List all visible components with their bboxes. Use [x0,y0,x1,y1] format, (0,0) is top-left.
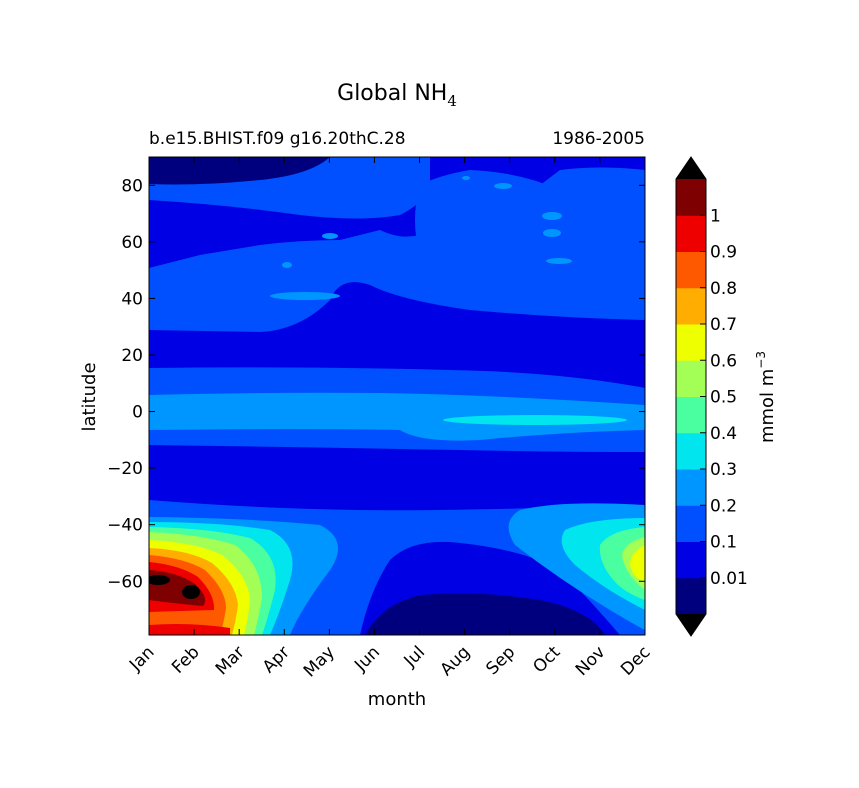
subtitle-left: b.e15.BHIST.f09 g16.20thC.28 [149,129,406,149]
colorbar-tick-label: 0.01 [710,569,748,589]
y-tick-label: 0 [132,403,143,423]
x-tick-label: May [300,642,339,681]
contour-blob-83 [462,176,470,180]
colorbar-segment [676,396,706,434]
contour-field [149,157,645,635]
colorbar-segment [676,577,706,615]
x-tick-label: Nov [572,642,610,680]
y-axis-label: latitude [79,362,100,431]
colorbar-segment [676,179,706,216]
contour-sh-dec-0.6 [630,545,645,582]
colorbar: 1 0.9 0.8 0.7 0.6 0.5 0.4 0.3 0.2 0.1 0.01 [675,156,748,637]
y-tick-label: 40 [121,289,143,309]
colorbar-outline [675,156,707,637]
colorbar-segment [676,287,706,325]
colorbar-label: mmol m−3 [754,351,778,443]
plot-frame [148,156,646,636]
colorbar-tick-label: 0.4 [710,424,737,444]
y-tick-label: −60 [107,572,143,592]
colorbar-segment [676,324,706,361]
colorbar-segment [676,469,706,506]
x-tick-label: Feb [168,642,203,677]
colorbar-tick-label: 0.6 [710,351,737,371]
colorbar-segment [676,215,706,252]
y-tick-label: 60 [121,233,143,253]
y-axis: 80 60 40 20 0 −20 −40 −60 [107,176,645,592]
contour-equator-0.3 [443,415,627,425]
colorbar-tick-label: 0.1 [710,533,737,553]
y-tick-label: 20 [121,346,143,366]
x-tick-label: Dec [617,642,654,679]
colorbar-extend-bottom [676,614,706,636]
contour-north-0.1-inner [415,170,645,300]
x-tick-label: Sep [482,642,519,679]
colorbar-tick-label: 0.5 [710,388,737,408]
colorbar-segment [676,541,706,579]
x-tick-label: Jan [125,642,158,675]
contour-blob-66 [543,229,561,237]
x-tick-label: Apr [259,642,294,677]
colorbar-tick-label: 0.8 [710,279,737,299]
y-tick-label: 80 [121,176,143,196]
colorbar-segment [676,432,706,470]
contour-equator-0.2 [149,392,645,441]
x-tick-label: Oct [529,642,564,677]
contour-sh-jan-edge [149,624,230,635]
contour-blob-40 [270,292,340,300]
contour-sh-jan-max-a [149,575,170,585]
colorbar-tick-label: 0.9 [710,243,737,263]
x-tick-label: Jul [400,642,429,671]
contour-north-polar [149,157,330,185]
colorbar-tick-label: 0.7 [710,315,737,335]
y-tick-label: −40 [107,516,143,536]
colorbar-segment [676,505,706,542]
contour-blob-62 [322,233,338,239]
subtitle-right: 1986-2005 [552,129,645,149]
colorbar-extend-top [676,157,706,179]
contour-blob-80 [494,183,512,189]
x-tick-label: Mar [212,642,249,679]
colorbar-segment [676,251,706,289]
x-tick-label: Aug [437,642,475,680]
contour-blob-70 [542,212,562,220]
colorbar-segment [676,360,706,397]
contour-sh-jan-max-b [182,585,200,599]
contour-blob-53 [546,258,572,264]
colorbar-tick-label: 1 [710,206,721,226]
chart-title: Global NH4 [337,81,457,110]
y-tick-label: −20 [107,459,143,479]
x-axis-label: month [368,689,426,710]
colorbar-tick-label: 0.3 [710,460,737,480]
x-tick-label: Jun [350,642,384,676]
contour-south-polar [365,593,605,635]
contour-blob-52 [282,262,292,268]
colorbar-tick-label: 0.2 [710,496,737,516]
